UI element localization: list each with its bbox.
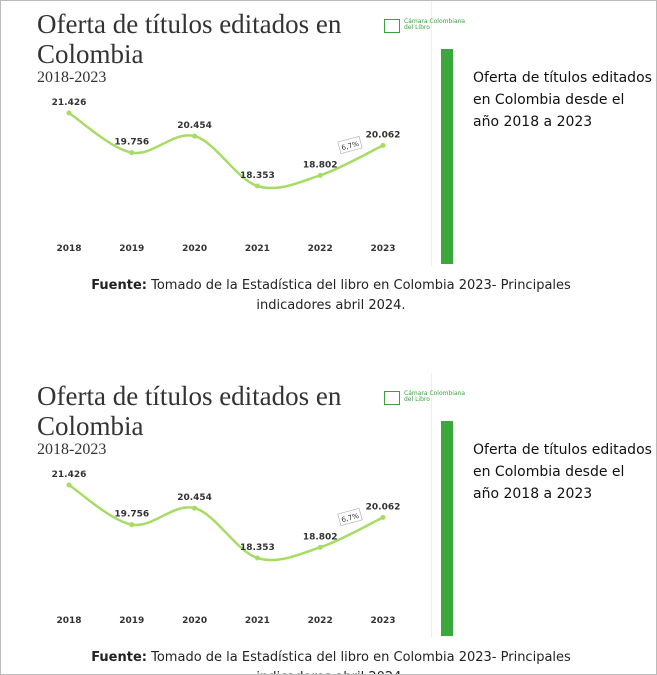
point: [317, 172, 323, 178]
chart-subtitle: 2018-2023: [37, 69, 107, 86]
value-label: 19.756: [114, 138, 149, 148]
green-bar: [441, 421, 453, 636]
value-label: 20.062: [366, 502, 401, 512]
side-text: Oferta de títulos editados en Colombia d…: [473, 442, 652, 502]
x-tick-label: 2019: [119, 616, 144, 626]
logo: Cámara Colombiana del Libro: [384, 19, 466, 33]
value-label: 19.756: [114, 510, 149, 520]
point: [254, 183, 260, 189]
chart-title: Oferta de títulos editados en Colombia: [37, 9, 342, 69]
chart-subtitle: 2018-2023: [37, 441, 107, 458]
caption-text: Tomado de la Estadística del libro en Co…: [151, 278, 571, 313]
side-text: Oferta de títulos editados en Colombia d…: [473, 70, 652, 130]
divider: [431, 1, 432, 266]
x-tick-label: 2021: [245, 244, 270, 254]
figure: Oferta de títulos editados en Colombia 20…: [1, 373, 656, 674]
value-label: 20.454: [177, 121, 212, 131]
value-label: 21.426: [52, 470, 87, 480]
x-tick-label: 2018: [56, 244, 81, 254]
chart: 21.426 2018 19.756 2019 20.454 2020 18.353 2021…: [52, 98, 401, 254]
x-tick-label: 2022: [308, 616, 333, 626]
point: [66, 482, 72, 488]
point: [129, 522, 135, 528]
x-tick-label: 2019: [119, 244, 144, 254]
point: [317, 544, 323, 550]
point: [129, 150, 135, 156]
caption-label: Fuente:: [91, 650, 147, 665]
value-label: 20.062: [366, 130, 401, 140]
point: [380, 142, 386, 148]
value-label: 20.454: [177, 493, 212, 503]
value-label: 18.353: [240, 171, 275, 181]
point: [192, 133, 198, 139]
caption: Fuente: Tomado de la Estadística del lib…: [61, 648, 601, 674]
logo: Cámara Colombiana del Libro: [384, 391, 466, 405]
green-bar: [441, 49, 453, 264]
x-tick-label: 2020: [182, 244, 207, 254]
value-label: 21.426: [52, 98, 87, 108]
x-tick-label: 2022: [308, 244, 333, 254]
value-label: 18.802: [303, 160, 338, 170]
chart: 21.426 2018 19.756 2019 20.454 2020 18.353 2021…: [52, 470, 401, 626]
caption-label: Fuente:: [91, 278, 147, 293]
divider: [431, 373, 432, 638]
x-tick-label: 2020: [182, 616, 207, 626]
point: [380, 514, 386, 520]
point: [66, 110, 72, 116]
line: [68, 483, 384, 562]
x-tick-label: 2018: [56, 616, 81, 626]
line: [68, 111, 384, 190]
annotation-box: [337, 507, 363, 527]
point: [254, 555, 260, 561]
x-tick-label: 2023: [370, 616, 395, 626]
x-tick-label: 2023: [370, 244, 395, 254]
point: [192, 505, 198, 511]
caption: Fuente: Tomado de la Estadística del lib…: [61, 276, 601, 316]
x-tick-label: 2021: [245, 616, 270, 626]
annotation-box: [337, 135, 363, 155]
chart-title: Oferta de títulos editados en Colombia: [37, 381, 342, 441]
figure: Oferta de títulos editados en Colombia 20…: [1, 1, 656, 313]
value-label: 18.802: [303, 532, 338, 542]
value-label: 18.353: [240, 543, 275, 553]
caption-text: Tomado de la Estadística del libro en Co…: [151, 650, 571, 674]
